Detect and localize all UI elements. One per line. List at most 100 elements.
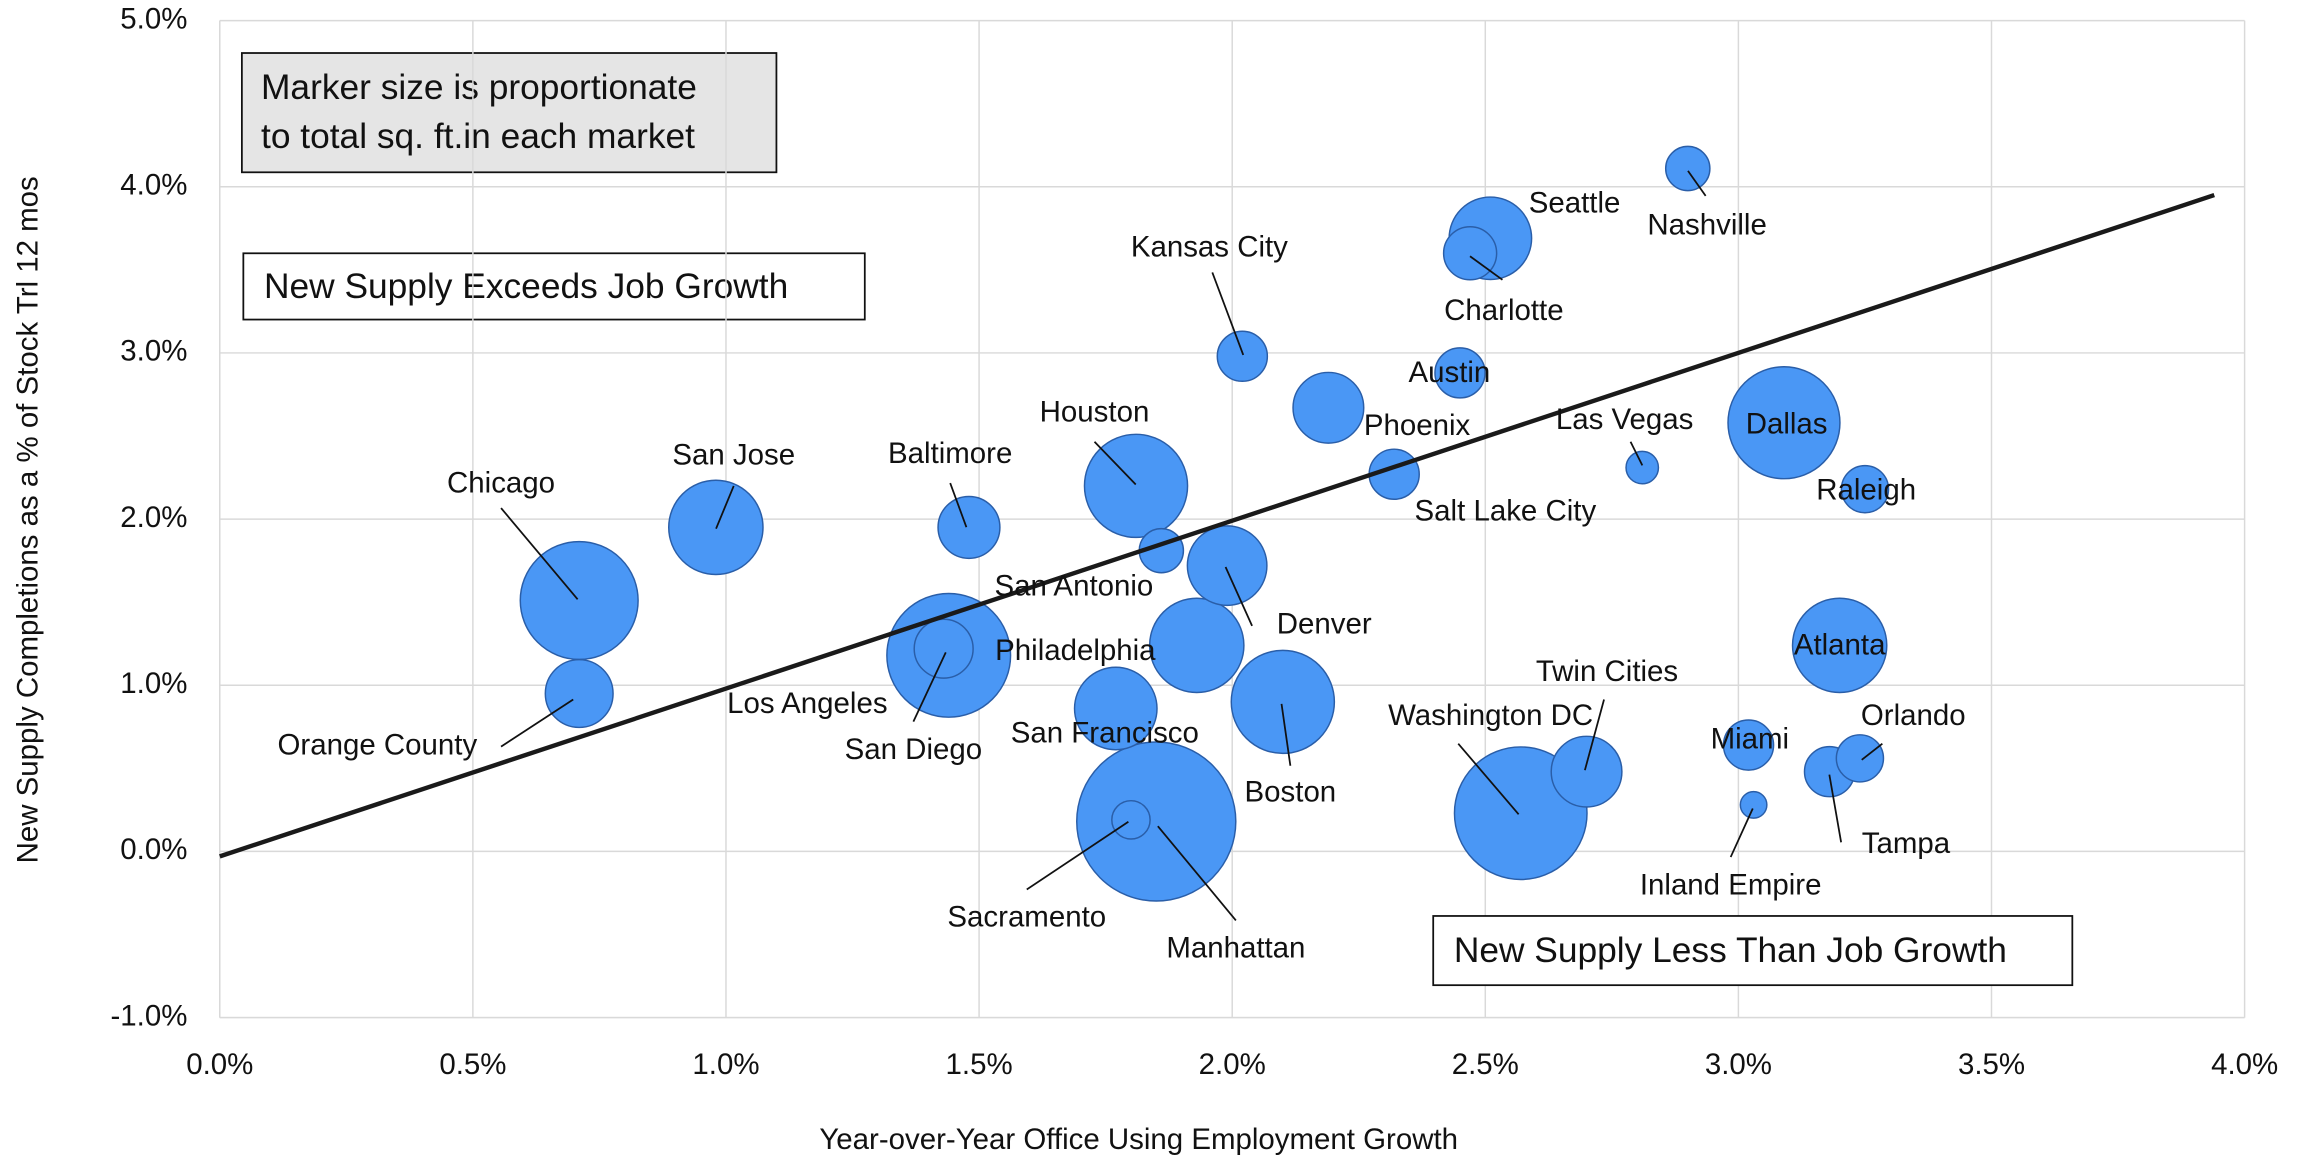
bubble (1186, 525, 1268, 607)
leader-line (1280, 703, 1292, 766)
annotation-box (242, 252, 866, 321)
bubble (1442, 225, 1498, 281)
point-label: Tampa (1862, 827, 1951, 860)
x-tick-label: 2.0% (1199, 1048, 1266, 1081)
note-box (240, 52, 778, 174)
point-label: Nashville (1647, 209, 1766, 242)
point-label: Houston (1040, 396, 1150, 429)
y-tick-label: 4.0% (120, 169, 187, 202)
y-tick-label: 0.0% (120, 833, 187, 866)
leader-line (1211, 272, 1245, 356)
note-line: Marker size is proportionate (261, 68, 697, 107)
y-tick-label: 3.0% (120, 335, 187, 368)
point-label: Sacramento (947, 901, 1106, 934)
bubble (1625, 450, 1660, 485)
point-label: Kansas City (1131, 231, 1288, 264)
y-tick-label: 2.0% (120, 501, 187, 534)
bubble (1292, 371, 1365, 444)
leader-line (949, 482, 968, 528)
point-label: Los Angeles (727, 687, 887, 720)
point-label: Charlotte (1444, 294, 1563, 327)
point-label: Twin Cities (1536, 655, 1678, 688)
point-label: San Francisco (1011, 717, 1199, 750)
bubble (937, 495, 1001, 560)
x-tick-label: 0.0% (186, 1048, 253, 1081)
bubble (1216, 330, 1269, 383)
leader-line (1729, 808, 1754, 858)
bubble (1434, 347, 1486, 399)
bubble (1076, 741, 1237, 902)
leader-line (1469, 255, 1503, 281)
leader-line (1828, 774, 1842, 843)
bubble (913, 618, 974, 679)
point-label: Washington DC (1388, 699, 1593, 732)
bubble (1791, 597, 1888, 694)
annotation-box (1432, 915, 2074, 987)
bubble (1739, 790, 1768, 819)
leader-line (1026, 820, 1129, 891)
bubble (1664, 145, 1711, 192)
y-tick-label: -1.0% (110, 999, 187, 1032)
leader-line (1157, 825, 1237, 921)
point-label: Chicago (447, 466, 555, 499)
x-tick-label: 1.0% (692, 1048, 759, 1081)
bubble (1550, 735, 1623, 808)
point-label: Phoenix (1364, 409, 1471, 442)
trend-line (219, 192, 2215, 859)
x-tick-label: 1.5% (946, 1048, 1013, 1081)
point-label: Philadelphia (995, 634, 1156, 667)
leader-line (500, 698, 574, 748)
point-label: Boston (1245, 776, 1337, 809)
point-label: Inland Empire (1640, 868, 1822, 901)
x-axis-title: Year-over-Year Office Using Employment G… (819, 1123, 1458, 1156)
bubble (1148, 597, 1245, 694)
x-tick-label: 2.5% (1452, 1048, 1519, 1081)
point-label: San Diego (845, 733, 982, 766)
note-line: to total sq. ft.in each market (261, 117, 695, 156)
bubble (544, 658, 614, 729)
point-label: Las Vegas (1556, 403, 1694, 436)
bubble (1835, 734, 1885, 783)
y-axis-title: New Supply Completions as a % of Stock T… (12, 176, 45, 863)
leader-line (500, 507, 579, 600)
bubble (1722, 719, 1775, 771)
leader-line (1687, 170, 1707, 197)
point-label: Salt Lake City (1415, 494, 1597, 527)
point-label: Seattle (1529, 186, 1621, 219)
x-tick-label: 3.5% (1958, 1048, 2025, 1081)
leader-line (1584, 699, 1605, 771)
point-label: Miami (1711, 723, 1790, 756)
point-label: San Antonio (995, 569, 1154, 602)
bubble (1073, 666, 1158, 751)
point-label: Orange County (278, 728, 478, 761)
annotation: New Supply Less Than Job Growth (1454, 931, 2007, 970)
point-label: Manhattan (1166, 932, 1305, 965)
leader-line (1457, 743, 1520, 815)
y-tick-label: 1.0% (120, 667, 187, 700)
leader-line (1629, 441, 1644, 466)
bubble (1230, 649, 1336, 755)
bubble (1111, 799, 1151, 840)
point-label: Baltimore (888, 437, 1012, 470)
annotation: New Supply Exceeds Job Growth (264, 267, 788, 306)
point-label: Austin (1408, 356, 1490, 389)
point-label: Dallas (1746, 407, 1828, 440)
bubble (1727, 366, 1841, 480)
point-label: San Jose (672, 438, 795, 471)
x-tick-label: 4.0% (2211, 1048, 2278, 1081)
point-label: Raleigh (1816, 474, 1916, 507)
leader-line (1861, 742, 1883, 761)
bubble (1840, 464, 1890, 514)
x-tick-label: 0.5% (439, 1048, 506, 1081)
point-label: Atlanta (1794, 628, 1886, 661)
leader-line (912, 651, 947, 722)
leader-line (715, 485, 735, 530)
point-label: Denver (1277, 608, 1372, 641)
bubble (519, 540, 639, 661)
leader-line (1093, 441, 1137, 486)
leader-line (1224, 566, 1253, 627)
y-tick-label: 5.0% (120, 2, 187, 35)
x-tick-label: 3.0% (1705, 1048, 1772, 1081)
